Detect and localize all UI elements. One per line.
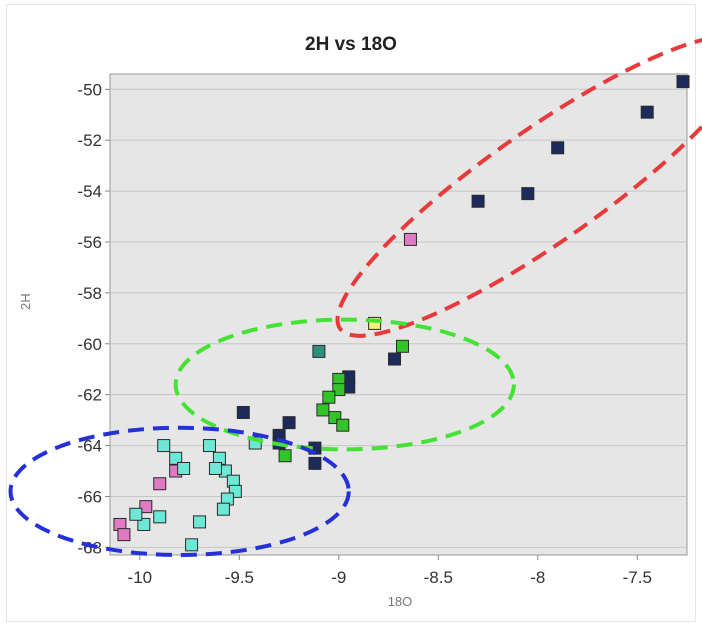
data-point — [395, 339, 409, 353]
dashed-ellipse-annotation — [173, 317, 516, 452]
data-point — [322, 390, 336, 404]
data-point — [208, 461, 222, 475]
data-point — [316, 403, 330, 417]
data-point — [282, 416, 296, 430]
y-tick-label: -52 — [77, 131, 102, 150]
x-tick-label: -9 — [331, 568, 346, 587]
dashed-ellipse-annotation — [8, 425, 351, 558]
x-tick-label: -10 — [128, 568, 153, 587]
chart-title: 2H vs 18O — [305, 34, 397, 55]
data-point — [169, 451, 183, 465]
data-point — [521, 187, 535, 201]
data-point — [117, 528, 131, 542]
y-tick-label: -54 — [77, 182, 102, 201]
data-point — [640, 105, 654, 119]
data-point — [551, 141, 565, 155]
y-tick-label: -66 — [77, 487, 102, 506]
data-point — [157, 439, 171, 453]
data-point — [403, 232, 417, 246]
data-point — [137, 517, 151, 531]
y-tick-label: -58 — [77, 284, 102, 303]
data-point — [153, 477, 167, 491]
data-point — [312, 344, 326, 358]
data-point — [388, 352, 402, 366]
y-tick-label: -64 — [77, 437, 102, 456]
y-tick-label: -50 — [77, 80, 102, 99]
x-axis-label: 18O — [387, 594, 413, 609]
y-axis-label: 2H — [18, 293, 33, 310]
data-point — [278, 449, 292, 463]
data-point — [185, 538, 199, 552]
data-point — [308, 456, 322, 470]
data-point — [129, 507, 143, 521]
data-point — [236, 405, 250, 419]
data-point — [202, 439, 216, 453]
dashed-ellipse-annotation — [335, 34, 702, 338]
y-tick-label: -60 — [77, 335, 102, 354]
data-point — [139, 500, 153, 514]
data-point — [676, 75, 690, 89]
x-tick-label: -7.5 — [623, 568, 652, 587]
data-point — [216, 502, 230, 516]
data-point — [332, 383, 346, 397]
data-point — [193, 515, 207, 529]
plot-area — [109, 73, 688, 556]
data-point — [177, 461, 191, 475]
x-tick-label: -9.5 — [225, 568, 254, 587]
y-tick-label: -68 — [77, 538, 102, 557]
data-point — [153, 510, 167, 524]
x-tick-label: -8 — [530, 568, 545, 587]
data-point — [471, 194, 485, 208]
data-point — [336, 418, 350, 432]
y-tick-label: -62 — [77, 386, 102, 405]
y-tick-label: -56 — [77, 233, 102, 252]
x-tick-label: -8.5 — [424, 568, 453, 587]
